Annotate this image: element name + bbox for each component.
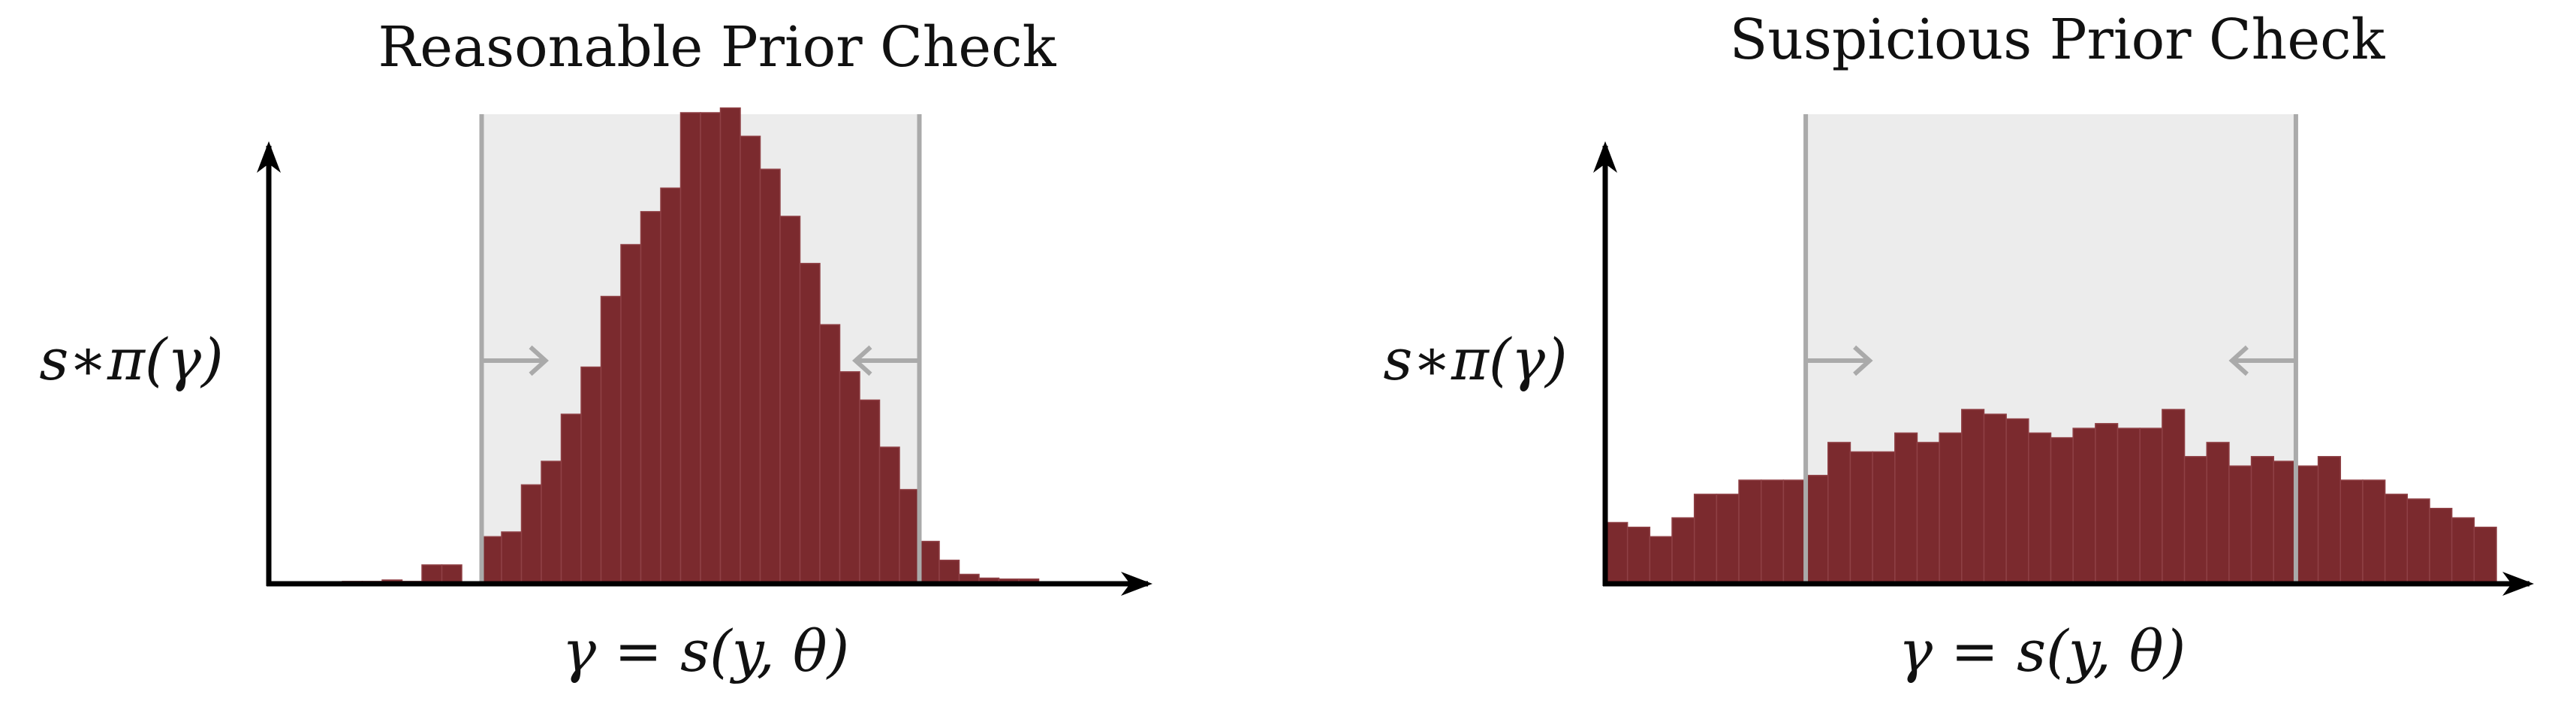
y-axis-arrow-icon bbox=[257, 141, 281, 173]
histogram-bar bbox=[2339, 479, 2364, 585]
panel-suspicious: Suspicious Prior Check s∗π(γ) γ = s(y, θ… bbox=[1383, 8, 2534, 684]
histogram-bar bbox=[1760, 479, 1785, 585]
histogram-bar bbox=[2183, 455, 2207, 585]
histogram-bar bbox=[600, 295, 622, 585]
histogram-bar bbox=[2162, 409, 2186, 585]
histogram-bar bbox=[580, 366, 602, 585]
histogram-bar bbox=[1872, 451, 1896, 585]
histogram-bar bbox=[1961, 409, 1985, 585]
histogram-bar bbox=[1782, 479, 1806, 585]
axes bbox=[257, 141, 1152, 596]
histogram-bar bbox=[1604, 521, 1628, 585]
histogram-bar bbox=[2429, 507, 2453, 585]
histogram-bar bbox=[1916, 442, 1940, 585]
histogram-bar bbox=[878, 446, 900, 585]
histogram-bar bbox=[939, 559, 960, 585]
histogram-bar bbox=[1827, 442, 1851, 585]
histogram-bar bbox=[441, 564, 462, 585]
x-axis-arrow-icon bbox=[2502, 572, 2534, 596]
histogram-bar bbox=[2028, 432, 2052, 585]
x-axis-label: γ = s(y, θ) bbox=[1899, 618, 2186, 684]
histogram-bar bbox=[1894, 432, 1918, 585]
histogram-bar bbox=[839, 371, 860, 585]
axes bbox=[1593, 141, 2534, 596]
histogram-bar bbox=[2473, 527, 2497, 585]
histogram-bar bbox=[2139, 427, 2163, 585]
histogram-bar bbox=[501, 531, 523, 585]
histogram-bar bbox=[520, 484, 542, 585]
histogram-bar bbox=[1805, 475, 1829, 585]
histogram-bar bbox=[2250, 455, 2274, 585]
histogram-bar bbox=[2050, 437, 2074, 585]
histogram-bar bbox=[2295, 465, 2319, 585]
right-arrow-icon bbox=[1806, 345, 1873, 376]
x-axis-label: γ = s(y, θ) bbox=[562, 618, 850, 684]
region-arrows bbox=[479, 114, 922, 584]
histogram-bar bbox=[1626, 527, 1651, 585]
region-arrows bbox=[1803, 114, 2298, 584]
histogram-bar bbox=[2117, 427, 2141, 585]
chart-title: Suspicious Prior Check bbox=[1730, 8, 2386, 72]
y-axis-arrow-icon bbox=[1593, 141, 1617, 173]
histogram-bar bbox=[859, 399, 881, 585]
x-axis-arrow-icon bbox=[1121, 572, 1152, 596]
histogram-bar bbox=[759, 168, 781, 585]
histogram-bar bbox=[819, 324, 841, 585]
histogram-bar bbox=[740, 135, 761, 585]
histogram-bar bbox=[560, 413, 582, 585]
histogram-bar bbox=[421, 564, 443, 585]
histogram-bar bbox=[2095, 423, 2119, 585]
right-arrow-icon bbox=[481, 345, 549, 376]
bars bbox=[1604, 409, 2497, 585]
histogram-bar bbox=[541, 461, 562, 585]
histogram-bar bbox=[1738, 479, 1762, 585]
histogram-bar bbox=[679, 112, 701, 585]
arrow-head bbox=[529, 345, 549, 376]
histogram-bar bbox=[2228, 465, 2252, 585]
histogram-bar bbox=[620, 243, 642, 585]
y-axis-label: s∗π(γ) bbox=[39, 326, 223, 393]
histogram-bar bbox=[918, 540, 940, 585]
histogram-bar bbox=[640, 210, 661, 585]
histogram-bar bbox=[1671, 517, 1695, 585]
histogram-bar bbox=[1939, 432, 1963, 585]
histogram-bar bbox=[799, 262, 821, 585]
chart-title: Reasonable Prior Check bbox=[378, 15, 1057, 80]
histogram-bar bbox=[2317, 455, 2342, 585]
arrow-head bbox=[1853, 345, 1873, 376]
panel-reasonable: Reasonable Prior Check s∗π(γ) γ = s(y, θ… bbox=[39, 15, 1152, 684]
histogram-bar bbox=[2362, 479, 2386, 585]
histogram-bar bbox=[1693, 494, 1718, 585]
histogram-bar bbox=[700, 112, 722, 585]
histogram-bar bbox=[719, 107, 741, 585]
histogram-bar bbox=[2206, 442, 2230, 585]
left-arrow-icon bbox=[852, 345, 920, 376]
histogram-bar bbox=[2406, 498, 2430, 585]
histogram-bar bbox=[2005, 418, 2029, 585]
histogram-bar bbox=[2072, 427, 2096, 585]
histogram-bar bbox=[1716, 494, 1740, 585]
histogram-bar bbox=[481, 536, 502, 585]
histogram-bar bbox=[899, 488, 920, 585]
histogram-bar bbox=[779, 216, 801, 585]
histogram-bar bbox=[1849, 451, 1873, 585]
histogram-bar bbox=[2384, 494, 2409, 585]
bars bbox=[342, 107, 1040, 585]
histogram-bar bbox=[2451, 517, 2475, 585]
histogram-bar bbox=[2273, 461, 2297, 585]
left-arrow-icon bbox=[2228, 345, 2296, 376]
histogram-bar bbox=[660, 187, 682, 585]
histogram-bar bbox=[1649, 536, 1673, 585]
y-axis-label: s∗π(γ) bbox=[1383, 326, 1567, 393]
arrow-head bbox=[2228, 345, 2249, 376]
arrow-head bbox=[852, 345, 872, 376]
histogram-bar bbox=[1983, 413, 2007, 585]
